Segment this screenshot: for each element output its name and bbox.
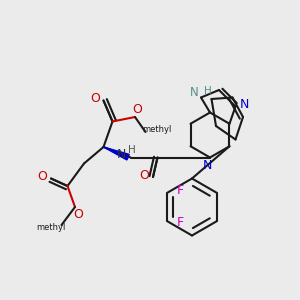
Text: methyl: methyl: [36, 224, 66, 232]
Text: H: H: [128, 145, 135, 155]
Text: F: F: [176, 216, 184, 229]
Text: F: F: [176, 184, 184, 197]
Text: O: O: [90, 92, 100, 105]
Text: O: O: [140, 169, 149, 182]
Text: N: N: [117, 148, 126, 161]
Polygon shape: [103, 147, 129, 160]
Text: methyl: methyl: [142, 125, 172, 134]
Text: N: N: [190, 86, 199, 100]
Text: N: N: [203, 159, 212, 172]
Text: O: O: [133, 103, 142, 116]
Text: O: O: [38, 170, 47, 184]
Text: N: N: [240, 98, 249, 112]
Text: H: H: [204, 86, 212, 96]
Text: O: O: [73, 208, 83, 221]
